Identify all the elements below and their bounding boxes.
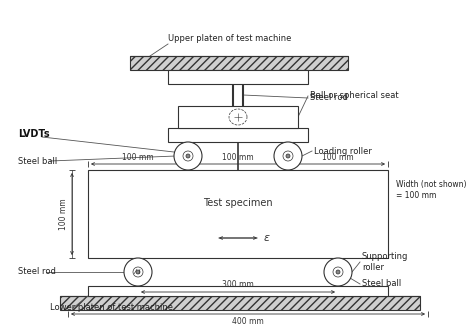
Circle shape xyxy=(186,154,190,158)
Bar xyxy=(282,142,294,150)
Text: Steel ball: Steel ball xyxy=(18,157,57,165)
Text: Loading roller: Loading roller xyxy=(314,147,372,155)
Text: 100 mm: 100 mm xyxy=(222,152,254,162)
Text: Steel rod: Steel rod xyxy=(18,267,56,277)
Circle shape xyxy=(333,267,343,277)
Text: LVDTs: LVDTs xyxy=(18,129,50,139)
Text: Steel rod: Steel rod xyxy=(310,94,348,102)
Circle shape xyxy=(174,142,202,170)
Circle shape xyxy=(324,258,352,286)
Bar xyxy=(88,170,388,258)
Bar xyxy=(178,106,298,128)
Text: Width (not shown)
= 100 mm: Width (not shown) = 100 mm xyxy=(396,180,466,200)
Circle shape xyxy=(133,267,143,277)
Text: 400 mm: 400 mm xyxy=(232,317,264,325)
Text: 300 mm: 300 mm xyxy=(222,280,254,289)
Text: Lower platen of test machine: Lower platen of test machine xyxy=(50,304,173,313)
Circle shape xyxy=(274,142,302,170)
Circle shape xyxy=(136,270,140,274)
Bar xyxy=(168,70,308,84)
Text: 100 mm: 100 mm xyxy=(59,198,68,230)
Bar xyxy=(168,128,308,142)
Bar xyxy=(60,296,420,310)
Circle shape xyxy=(286,154,290,158)
Circle shape xyxy=(124,258,152,286)
Bar xyxy=(182,142,194,150)
Text: Upper platen of test machine: Upper platen of test machine xyxy=(168,34,292,43)
Bar xyxy=(130,56,348,70)
Text: Supporting
roller: Supporting roller xyxy=(362,252,409,272)
Circle shape xyxy=(283,151,293,161)
Circle shape xyxy=(183,151,193,161)
Text: Steel ball: Steel ball xyxy=(362,280,401,289)
Text: 100 mm: 100 mm xyxy=(122,152,154,162)
Bar xyxy=(88,286,388,296)
Text: Test specimen: Test specimen xyxy=(203,199,273,208)
Text: Ball or spherical seat: Ball or spherical seat xyxy=(310,92,399,100)
Text: ε: ε xyxy=(264,233,270,243)
Circle shape xyxy=(336,270,340,274)
Text: 100 mm: 100 mm xyxy=(322,152,354,162)
